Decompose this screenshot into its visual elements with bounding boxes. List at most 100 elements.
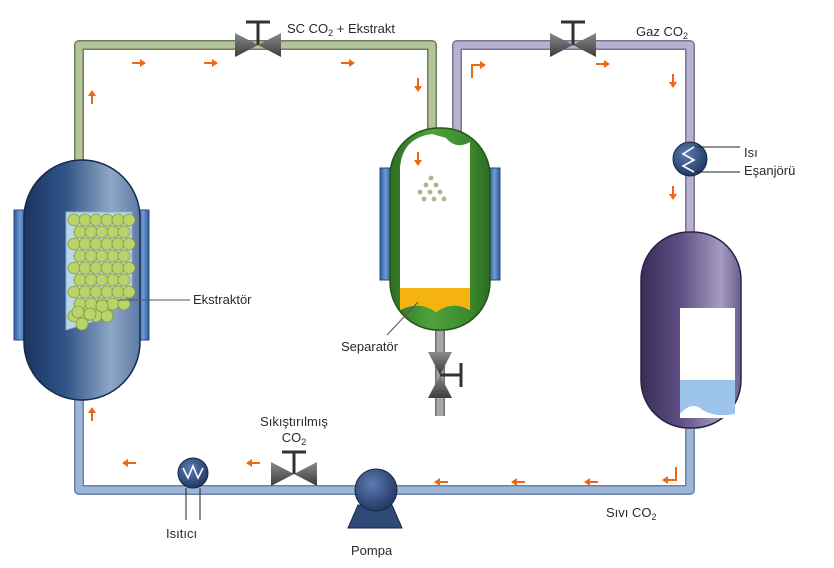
- bead: [100, 237, 114, 251]
- bead: [84, 249, 98, 263]
- label-gas-co2-text: Gaz CO: [636, 24, 683, 39]
- droplet: [433, 182, 439, 188]
- label-pump: Pompa: [351, 543, 393, 558]
- separator-extract: [400, 288, 470, 312]
- bead: [117, 225, 131, 239]
- bead: [100, 285, 114, 299]
- flow-arrow-right: [341, 59, 355, 67]
- label-extractor: Ekstraktör: [193, 292, 252, 307]
- bead: [67, 261, 81, 275]
- bead: [73, 249, 87, 263]
- bead: [95, 273, 109, 287]
- flow-arrow-right: [596, 60, 610, 68]
- bead: [100, 309, 114, 323]
- droplet: [417, 189, 423, 195]
- bead: [67, 213, 81, 227]
- flow-arrow-down: [669, 186, 677, 200]
- bead: [106, 225, 120, 239]
- bead: [89, 261, 103, 275]
- bead: [89, 213, 103, 227]
- flow-arrow-right: [132, 59, 146, 67]
- droplet: [431, 196, 437, 202]
- bead: [111, 213, 125, 227]
- extractor-vessel: [13, 159, 150, 401]
- bead: [100, 261, 114, 275]
- label-heat-exchanger-2: Eşanjörü: [744, 163, 796, 178]
- separator-pointer: [386, 301, 419, 336]
- bead: [67, 237, 81, 251]
- flow-arrow-left: [511, 478, 525, 486]
- bead: [122, 285, 136, 299]
- separator-droplets: [417, 175, 447, 202]
- bead: [122, 261, 136, 275]
- label-liquid-co2: Sıvı CO2: [606, 506, 657, 524]
- droplet: [428, 175, 434, 181]
- heat-exchanger: [672, 141, 740, 177]
- separator-vessel: [379, 127, 501, 331]
- flow-arrow-down: [669, 74, 677, 88]
- pump: [347, 468, 403, 529]
- bead: [67, 285, 81, 299]
- bead: [84, 225, 98, 239]
- droplet: [423, 182, 429, 188]
- bead: [106, 297, 120, 311]
- droplet: [441, 196, 447, 202]
- label-heater: Isıtıcı: [166, 526, 198, 541]
- bead: [75, 317, 89, 331]
- separator-chamber: [400, 134, 470, 312]
- bead: [84, 273, 98, 287]
- valve-compressed-co2[interactable]: [271, 450, 317, 486]
- flow-arrow-left: [122, 459, 136, 467]
- flow-arrow-right: [204, 59, 218, 67]
- pipe-sc-co2: [74, 40, 437, 165]
- bead: [78, 237, 92, 251]
- bead: [122, 237, 136, 251]
- bead: [111, 237, 125, 251]
- valve-sc-co2[interactable]: [235, 20, 281, 57]
- bead: [78, 285, 92, 299]
- bead: [78, 261, 92, 275]
- bead: [95, 225, 109, 239]
- flow-arrow-down: [414, 152, 422, 166]
- bead: [117, 273, 131, 287]
- heater: [177, 457, 209, 520]
- bead: [117, 297, 131, 311]
- flow-arrow-corner: [662, 467, 677, 484]
- extractor-beads: [67, 213, 136, 331]
- bead: [106, 273, 120, 287]
- flow-arrow-up: [88, 90, 96, 104]
- label-separator: Separatör: [341, 339, 399, 354]
- bead: [111, 261, 125, 275]
- label-sc-co2-sub: 2: [328, 28, 334, 38]
- valve-gas-co2[interactable]: [550, 20, 596, 57]
- valve-drain[interactable]: [428, 352, 463, 398]
- flow-arrows: [88, 59, 677, 486]
- flow-arrow-left: [246, 459, 260, 467]
- flow-arrow-up: [88, 407, 96, 421]
- label-heat-exchanger-1: Isı: [744, 145, 758, 160]
- label-gas-co2: Gaz CO2: [636, 25, 688, 43]
- bead: [122, 213, 136, 227]
- droplet: [427, 189, 433, 195]
- bead: [73, 225, 87, 239]
- bead: [89, 237, 103, 251]
- label-sc-co2: SC CO2 + Ekstrakt: [287, 22, 395, 40]
- label-liquid-co2-sub: 2: [651, 512, 657, 522]
- bead: [73, 273, 87, 287]
- flow-arrow-down: [414, 78, 422, 92]
- label-liquid-co2-text: Sıvı CO: [606, 505, 652, 520]
- bead: [95, 299, 109, 313]
- droplet: [437, 189, 443, 195]
- tank-liquid: [680, 380, 735, 416]
- label-compressed-2-sub: 2: [301, 437, 307, 447]
- label-compressed-2-text: CO: [281, 430, 302, 445]
- bead: [71, 305, 85, 319]
- label-gas-co2-sub: 2: [682, 31, 688, 41]
- label-compressed-2: CO2: [244, 431, 344, 449]
- flow-arrow-corner: [471, 61, 486, 78]
- bead: [83, 307, 97, 321]
- label-compressed-1: Sıkıştırılmış: [260, 414, 328, 429]
- co2-tank: [640, 231, 742, 429]
- flow-arrow-left: [584, 478, 598, 486]
